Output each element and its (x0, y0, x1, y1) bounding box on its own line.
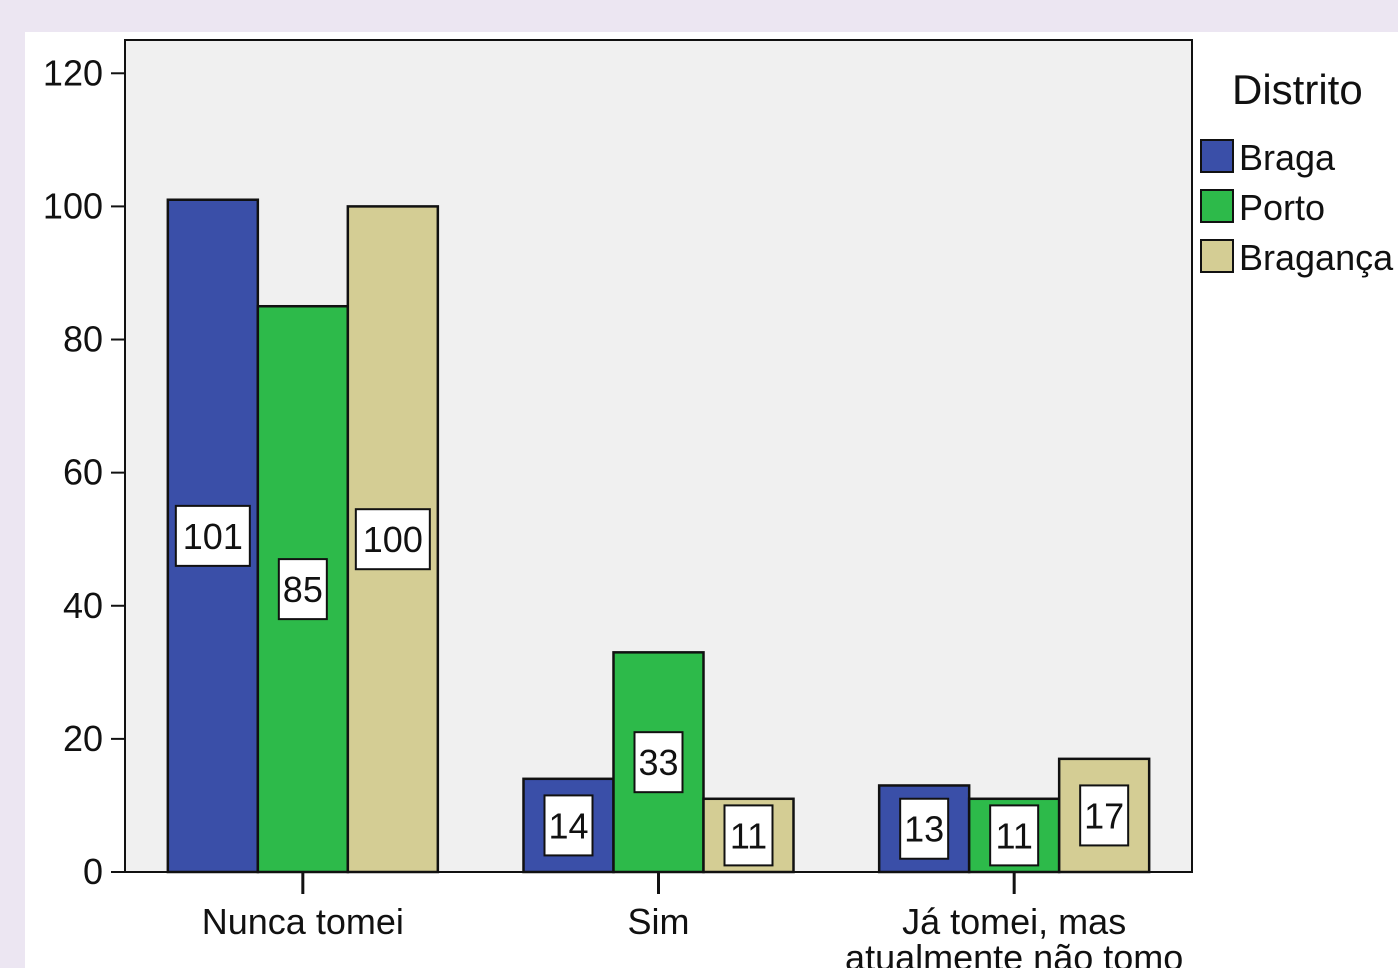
y-tick-label: 120 (43, 52, 103, 93)
data-label-box (633, 731, 684, 794)
y-tick-label: 60 (63, 452, 103, 493)
legend-label: Braga (1239, 137, 1336, 178)
y-tick-label: 100 (43, 185, 103, 226)
data-label: 14 (543, 794, 594, 857)
x-category-label: Nunca tomei (202, 901, 404, 942)
data-label-box (723, 804, 774, 867)
legend-title: Distrito (1232, 66, 1363, 113)
data-label-text: 11 (730, 815, 767, 856)
data-label: 11 (989, 804, 1040, 867)
y-tick-label: 80 (63, 319, 103, 360)
data-label: 100 (354, 508, 431, 571)
data-label-box (543, 794, 594, 857)
data-label-text: 101 (183, 516, 243, 557)
x-category-label: Sim (628, 901, 690, 942)
data-label-text: 33 (638, 742, 678, 783)
chart-figure: 0 20 40 60 80 100 120 Nunca tomei Sim Já tomei, m… (25, 32, 1398, 968)
data-label: 17 (1079, 784, 1130, 847)
data-label-text: 11 (995, 815, 1032, 856)
data-label-box (899, 797, 950, 860)
data-label-text: 100 (363, 519, 423, 560)
axes: 0 20 40 60 80 100 120 Nunca tomei Sim Já tomei, m… (43, 52, 1192, 968)
data-label-box (174, 504, 251, 567)
data-label-box (1079, 784, 1130, 847)
y-tick-label: 0 (83, 851, 103, 892)
legend-swatch (1200, 189, 1234, 223)
y-tick-label: 20 (63, 718, 103, 759)
legend-swatch (1200, 139, 1234, 173)
data-label-text: 13 (904, 809, 944, 850)
y-tick-label: 40 (63, 585, 103, 626)
legend: Distrito Braga Porto Bragança (1200, 66, 1394, 278)
legend-label: Porto (1239, 187, 1325, 228)
legend-label: Bragança (1239, 237, 1394, 278)
data-label: 11 (723, 804, 774, 867)
data-label: 85 (277, 558, 328, 621)
data-label: 33 (633, 731, 684, 794)
data-label-text: 85 (283, 569, 323, 610)
data-label-text: 17 (1084, 795, 1124, 836)
data-label-box (277, 558, 328, 621)
data-labels-layer: 101 85 100 14 33 11 13 11 17 (174, 504, 1130, 867)
data-label-box (989, 804, 1040, 867)
x-category-label: Já tomei, mas atualmente não tomo (845, 901, 1183, 968)
legend-swatch (1200, 239, 1234, 273)
bar-chart: 0 20 40 60 80 100 120 Nunca tomei Sim Já tomei, m… (43, 39, 1394, 968)
data-label: 101 (174, 504, 251, 567)
data-label-box (354, 508, 431, 571)
data-label: 13 (899, 797, 950, 860)
data-label-text: 14 (548, 805, 588, 846)
